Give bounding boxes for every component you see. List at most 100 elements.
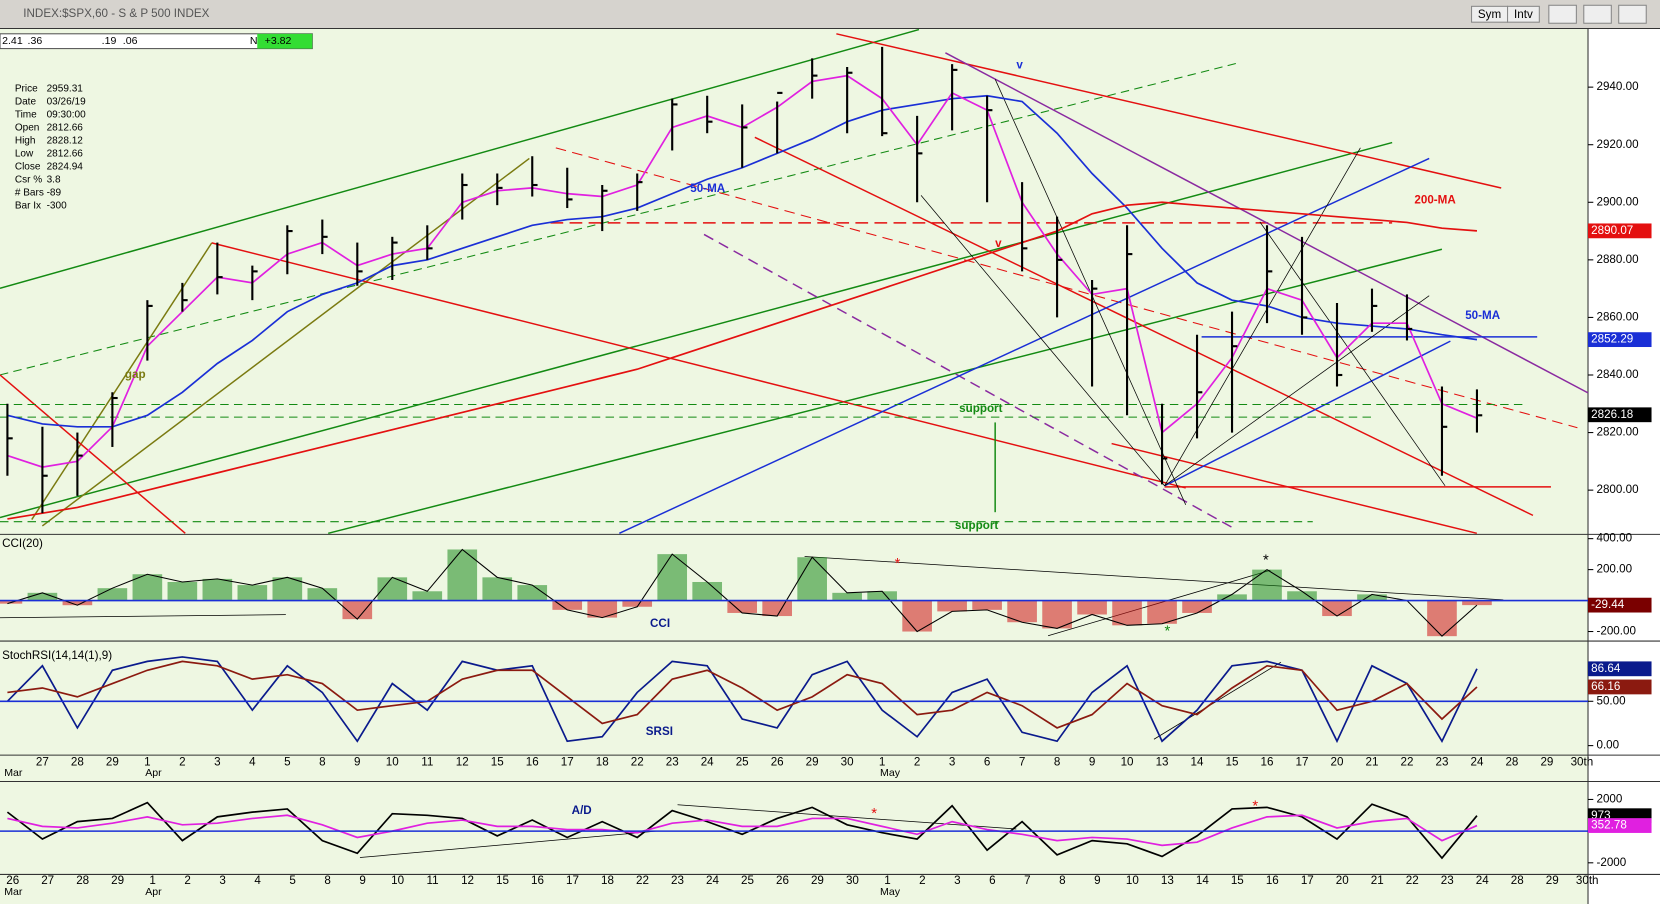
x-tick-label: 14 xyxy=(1196,874,1209,887)
cci-bar xyxy=(867,591,897,601)
cci-bar xyxy=(1287,591,1317,601)
x-tick-label: 6 xyxy=(984,756,990,769)
annotation: gap xyxy=(125,368,146,381)
close-button[interactable] xyxy=(1618,4,1647,24)
y-tick-label: -200.00 xyxy=(1596,625,1636,638)
x-tick-label: 12 xyxy=(456,756,469,769)
value-tag xyxy=(1588,661,1652,677)
x-tick-label: 22 xyxy=(1406,874,1419,887)
cci-bar xyxy=(902,600,932,632)
x-tick-label: 29 xyxy=(111,874,124,887)
x-tick-label: 10 xyxy=(391,874,404,887)
x-tick-label: 2 xyxy=(184,874,190,887)
x-tick-label: 3 xyxy=(949,756,955,769)
cci-bar xyxy=(1462,600,1492,606)
x-tick-label: 30th xyxy=(1576,874,1599,887)
star: * xyxy=(871,806,877,822)
x-tick-label: 28 xyxy=(1505,756,1518,769)
cci-bar xyxy=(1252,569,1282,601)
value-tag xyxy=(1588,332,1652,348)
x-tick-label: 30 xyxy=(846,874,859,887)
cci-bar xyxy=(27,592,58,601)
x-tick-label: 28 xyxy=(71,756,84,769)
cci-bar xyxy=(1147,600,1177,624)
annotation: 200-MA xyxy=(1414,194,1456,207)
x-tick-label: 13 xyxy=(1156,756,1169,769)
x-tick-label: 29 xyxy=(806,756,819,769)
x-tick-label: 1 xyxy=(149,874,155,887)
cci-bar xyxy=(1357,594,1387,601)
cci-bar xyxy=(797,557,827,601)
info-value: 2812.66 xyxy=(47,148,84,159)
title-bar xyxy=(0,0,1660,29)
info-value: 09:30:00 xyxy=(47,109,87,120)
cci-bar xyxy=(587,600,618,618)
month-label: Apr xyxy=(145,886,162,898)
intv-button[interactable] xyxy=(1507,5,1540,23)
x-tick-label: 22 xyxy=(1401,756,1414,769)
cci-bar xyxy=(377,577,408,601)
y-tick-label: 2900.00 xyxy=(1596,195,1639,208)
x-tick-label: 8 xyxy=(319,756,325,769)
cci-bar xyxy=(482,577,513,601)
x-tick-label: 21 xyxy=(1371,874,1384,887)
cci-bar xyxy=(972,600,1002,610)
info-label: # Bars xyxy=(15,187,44,198)
cci-bar xyxy=(202,578,233,601)
cci-bar xyxy=(1322,600,1352,617)
sym-label[interactable]: Sym xyxy=(1478,8,1501,21)
x-tick-label: 16 xyxy=(531,874,544,887)
y-tick-label: 50.00 xyxy=(1596,694,1626,707)
x-tick-label: 6 xyxy=(989,874,995,887)
x-tick-label: 25 xyxy=(736,756,749,769)
info-label: Price xyxy=(15,83,38,94)
info-label: High xyxy=(15,135,36,146)
star: * xyxy=(1252,799,1258,815)
value-tag xyxy=(1588,818,1652,833)
cci-bar xyxy=(97,588,128,601)
value-tag-label: 352.78 xyxy=(1591,819,1627,832)
x-tick-label: 28 xyxy=(76,874,89,887)
minimize-button[interactable] xyxy=(1548,4,1577,24)
intv-label[interactable]: Intv xyxy=(1514,8,1533,21)
x-tick-label: 16 xyxy=(526,756,539,769)
x-tick-label: 12 xyxy=(461,874,474,887)
annotation: support xyxy=(955,519,998,532)
x-tick-label: 23 xyxy=(666,756,679,769)
window-title: INDEX:$SPX,60 - S & P 500 INDEX xyxy=(23,7,209,20)
cci-bar xyxy=(62,600,93,606)
field-value: 2.41 xyxy=(2,35,23,47)
series-line xyxy=(6,656,1478,744)
info-label: Date xyxy=(15,96,37,107)
cci-bar xyxy=(1427,600,1457,637)
x-tick-label: 17 xyxy=(561,756,574,769)
panel-label: SRSI xyxy=(646,725,673,738)
cci-bar xyxy=(412,591,443,601)
cci-outline xyxy=(7,548,1478,637)
y-tick-label: 2860.00 xyxy=(1596,311,1639,324)
fields-row xyxy=(0,33,313,50)
x-tick-label: 11 xyxy=(427,874,439,887)
x-tick-label: 23 xyxy=(1435,756,1448,769)
maximize-button[interactable] xyxy=(1583,4,1612,24)
y-tick-label: 2840.00 xyxy=(1596,368,1639,381)
x-tick-label: 17 xyxy=(1301,874,1314,887)
x-tick-label: 7 xyxy=(1019,756,1025,769)
y-tick-label: 2820.00 xyxy=(1596,426,1639,439)
x-tick-label: 27 xyxy=(41,874,54,887)
x-tick-label: 27 xyxy=(36,756,49,769)
cci-bar xyxy=(727,600,758,613)
value-tag-label: -29.44 xyxy=(1591,598,1625,611)
y-tick-label: 400.00 xyxy=(1596,532,1632,545)
y-tick-label: 2940.00 xyxy=(1596,80,1639,93)
value-tag-label: 86.64 xyxy=(1591,662,1621,675)
x-tick-label: 11 xyxy=(421,756,433,769)
series-line xyxy=(7,660,1478,729)
x-tick-label: 16 xyxy=(1261,756,1274,769)
x-tick-label: 20 xyxy=(1336,874,1349,887)
star: * xyxy=(1263,553,1269,569)
field-value: N xyxy=(250,35,258,47)
x-tick-label: 5 xyxy=(289,874,295,887)
